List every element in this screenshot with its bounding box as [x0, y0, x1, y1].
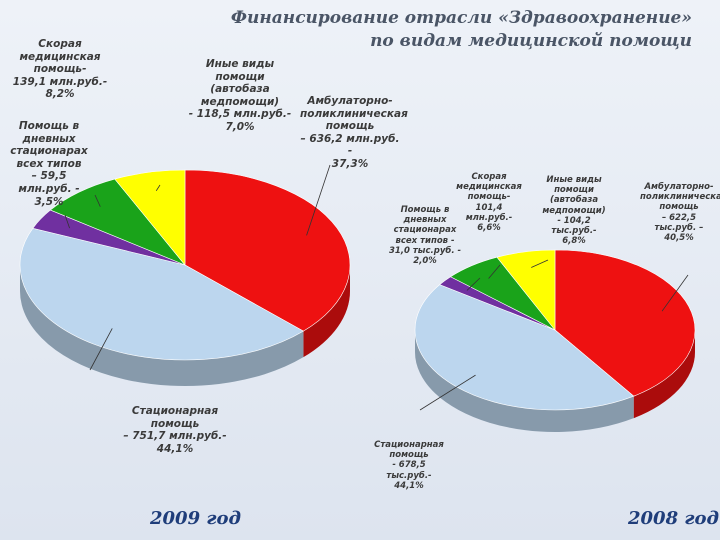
- slice: [554, 249, 696, 397]
- value-label: 44,1%: [394, 480, 424, 491]
- category-name: Помощь в дневных стационарах всех типов …: [393, 205, 457, 246]
- leader-line: [155, 184, 161, 192]
- amount-label: - 678,5 тыс.руб.-: [386, 460, 432, 481]
- slice-side: [20, 265, 304, 386]
- value-label: 7,0%: [225, 120, 255, 133]
- slice-label: Помощь в дневных стационарах всех типов –…: [4, 120, 94, 208]
- amount-label: – 751,7 млн.руб.-: [123, 430, 227, 443]
- amount-label: - 104,2 тыс.руб.-: [551, 215, 597, 236]
- leader-line: [419, 374, 476, 411]
- slice: [496, 249, 556, 331]
- value-label: 2,0%: [413, 255, 437, 266]
- slice-label: Иные виды помощи (автобаза медпомощи) - 1…: [185, 58, 295, 134]
- slice-side: [303, 265, 350, 358]
- amount-label: – 59,5 млн.руб. -: [18, 170, 80, 195]
- category-name: Помощь в дневных стационарах всех типов: [10, 120, 88, 170]
- slice-side-shade: [415, 330, 634, 433]
- value-label: 3,5%: [34, 195, 64, 208]
- chart-year: 2009 год: [150, 508, 242, 529]
- slice-side: [633, 330, 695, 419]
- leader-line: [89, 328, 113, 371]
- leader-line: [94, 194, 101, 207]
- amount-label: – 622,5 тыс.руб. –: [654, 212, 704, 233]
- slice-side-shade: [633, 330, 695, 419]
- slice-side-shade: [303, 265, 350, 358]
- leader-line: [466, 277, 481, 291]
- value-label: 6,6%: [477, 222, 501, 233]
- category-name: Иные виды помощи (автобаза медпомощи): [542, 175, 606, 216]
- slice-side: [415, 330, 634, 433]
- slice: [184, 169, 351, 332]
- amount-label: - 118,5 млн.руб.-: [188, 108, 292, 121]
- leader-line: [661, 274, 689, 312]
- value-label: 44,1%: [156, 442, 194, 455]
- leader-line: [488, 264, 501, 279]
- slide-title: по видам медицинской помощи: [370, 31, 692, 51]
- amount-label: – 636,2 млн.руб. -: [300, 132, 400, 158]
- slice-label: Скорая медицинская помощь- 139,1 млн.руб.…: [12, 38, 108, 101]
- category-name: Амбулаторно-поликлиническая помощь: [300, 95, 408, 133]
- category-name: Скорая медицинская помощь-: [456, 172, 522, 203]
- slide-title: Финансирование отрасли «Здравоохранение»: [230, 8, 692, 28]
- category-name: Скорая медицинская помощь-: [19, 38, 101, 76]
- leader-line: [306, 164, 331, 236]
- value-label: 6,8%: [562, 236, 586, 247]
- slice-label: Скорая медицинская помощь- 101,4 млн.руб.…: [452, 172, 526, 233]
- slice-label: Амбулаторно-поликлиническая помощь – 636,…: [300, 95, 408, 171]
- slice-label: Амбулаторно-поликлиническая помощь – 622,…: [640, 182, 720, 243]
- slice-side-shade: [20, 265, 304, 386]
- category-name: Стационарная помощь: [131, 405, 219, 430]
- slice-label: Помощь в дневных стационарах всех типов …: [386, 205, 464, 266]
- amount-label: 101,4 млн.руб.-: [465, 202, 513, 223]
- value-label: 37,3%: [331, 157, 369, 170]
- chart-year: 2008 год: [628, 508, 720, 529]
- category-name: Иные виды помощи (автобаза медпомощи): [200, 58, 280, 108]
- slice: [114, 169, 186, 266]
- slice-label: Стационарная помощь – 751,7 млн.руб.- 44,1…: [120, 405, 230, 455]
- category-name: Стационарная помощь: [374, 440, 444, 461]
- amount-label: 139,1 млн.руб.-: [12, 75, 108, 88]
- leader-line: [64, 214, 70, 229]
- value-label: 8,2%: [45, 88, 75, 101]
- category-name: Амбулаторно-поликлиническая помощь: [640, 182, 720, 213]
- value-label: 40,5%: [664, 232, 694, 243]
- amount-label: 31,0 тыс.руб. -: [388, 245, 462, 256]
- slice-label: Стационарная помощь - 678,5 тыс.руб.- 44,1…: [372, 440, 446, 491]
- slice: [19, 227, 305, 361]
- slice-label: Иные виды помощи (автобаза медпомощи) - 1…: [536, 175, 612, 246]
- leader-line: [531, 259, 549, 268]
